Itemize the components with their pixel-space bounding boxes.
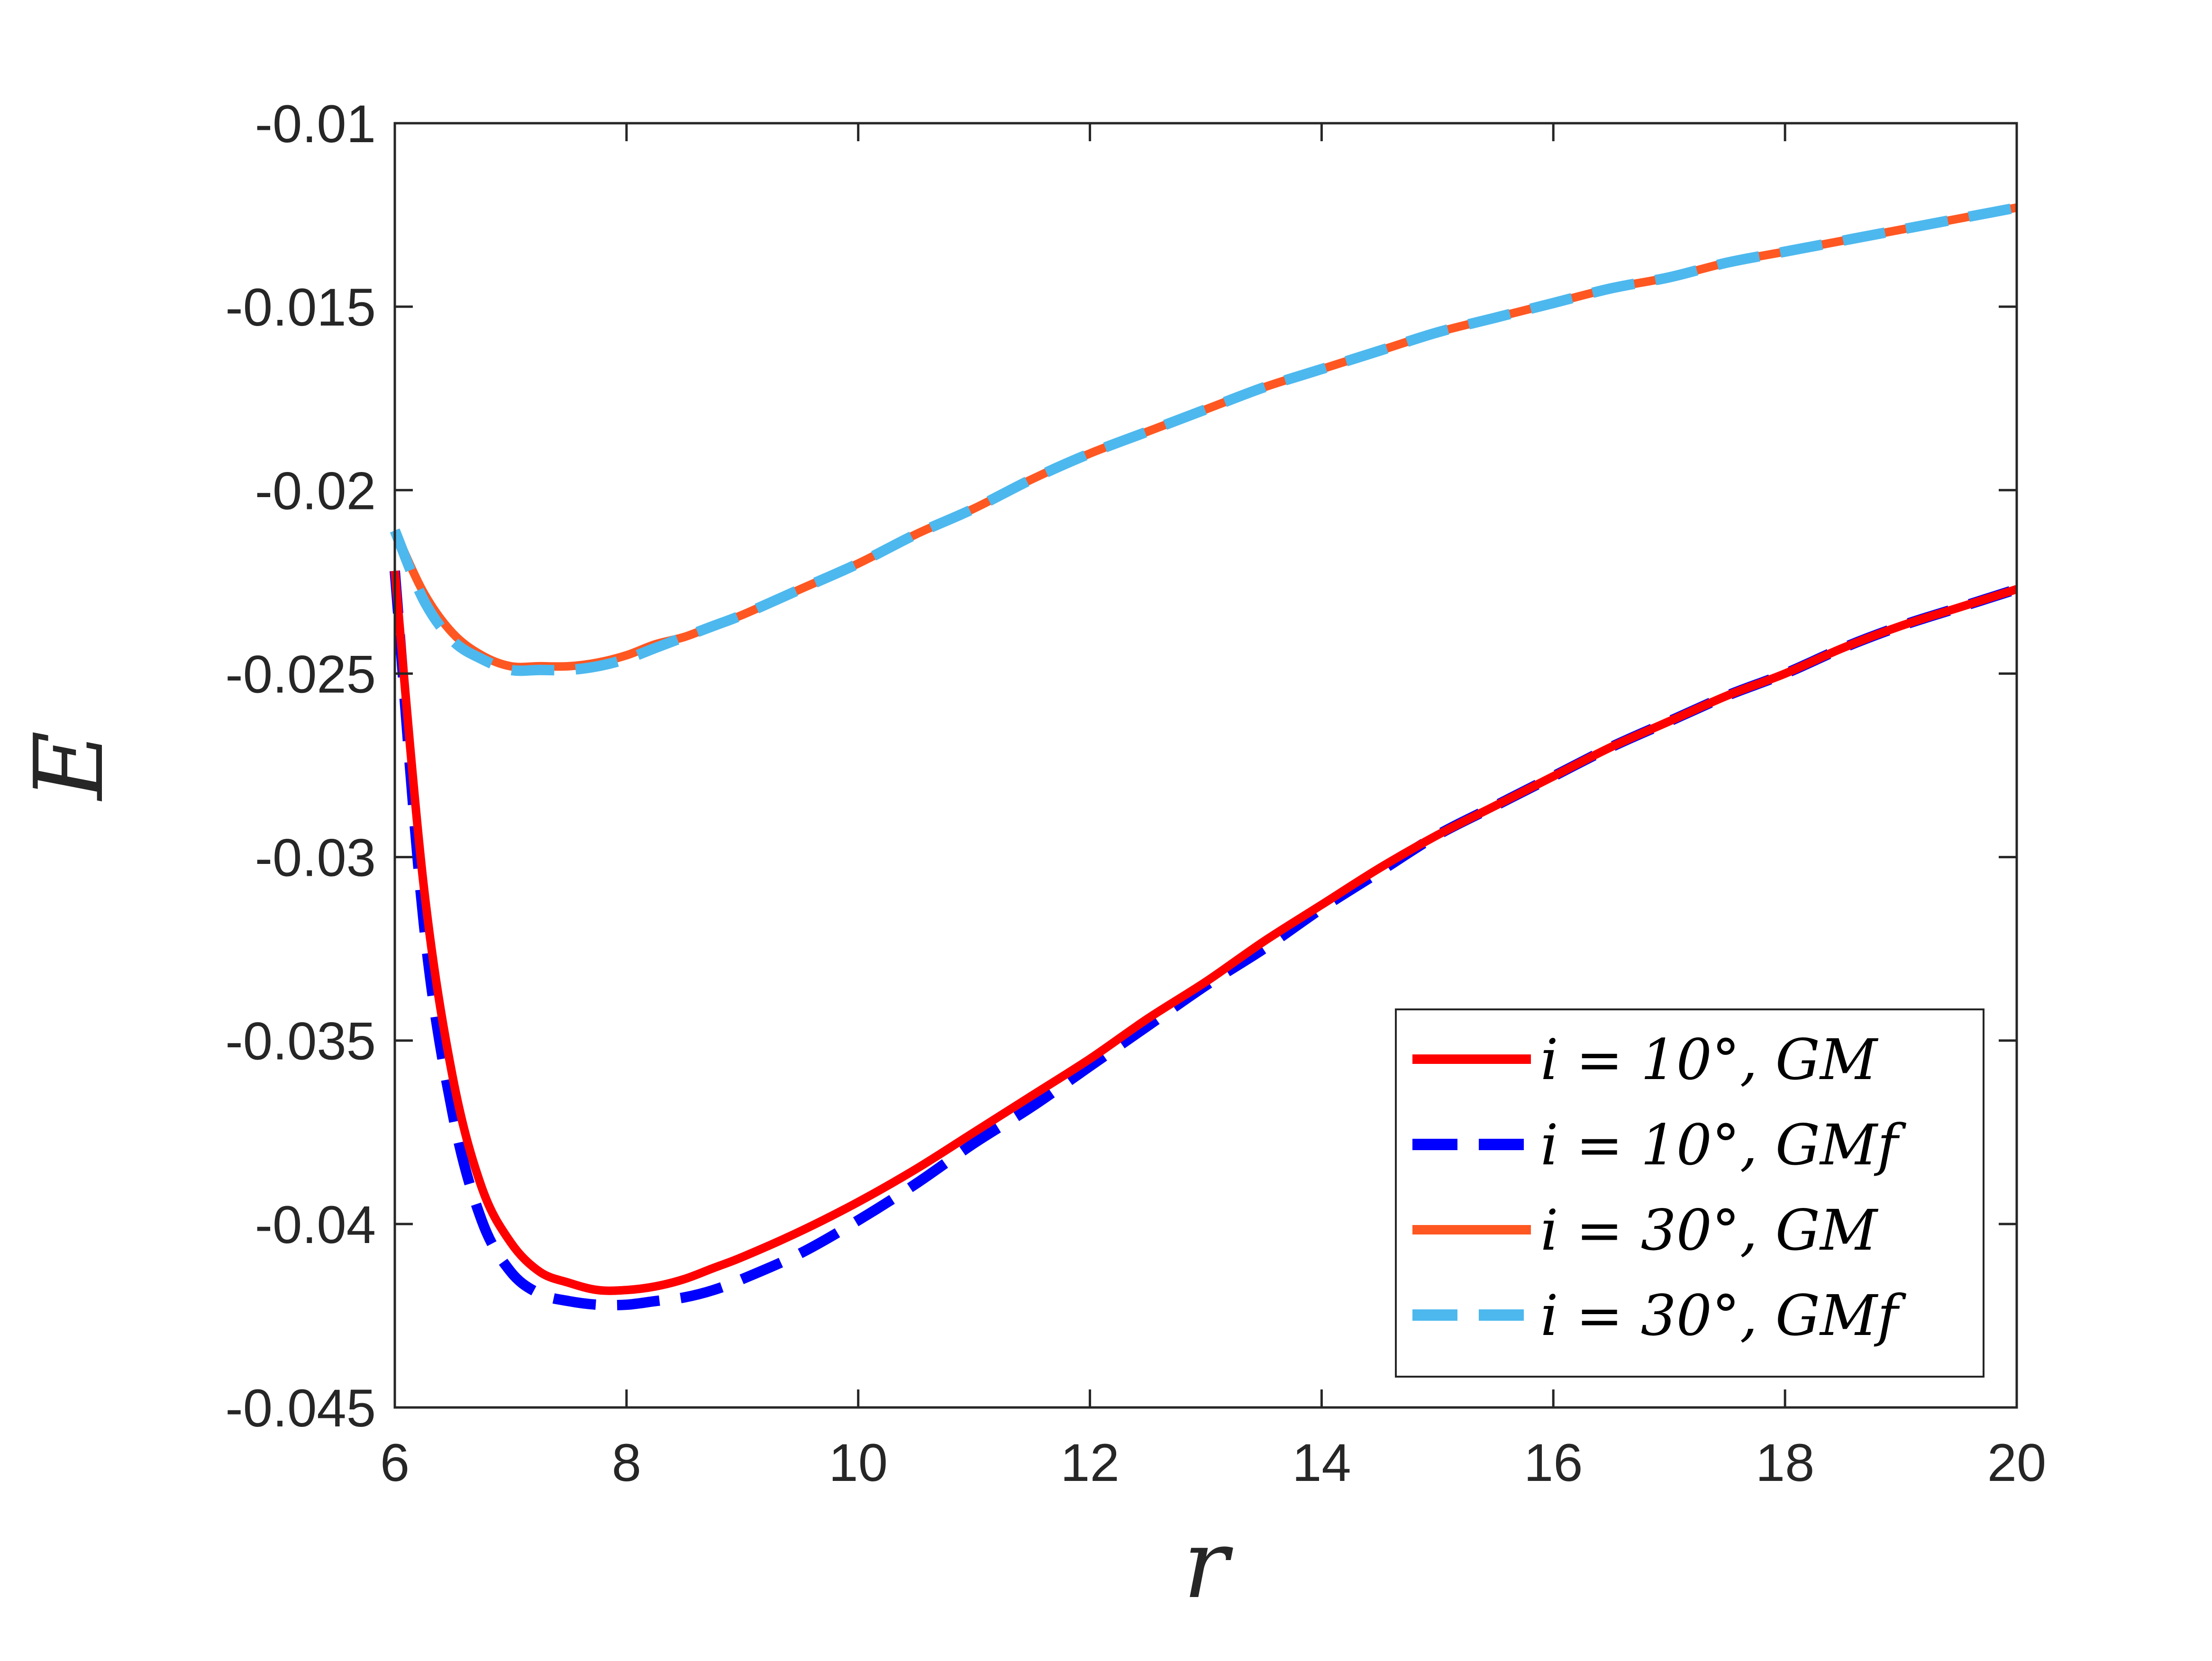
series-line-1 [391,570,2018,1295]
legend-label-3: i = 30°, GM [1540,1198,1879,1263]
y-tick-label: -0.025 [225,644,376,704]
y-tick-label: -0.03 [255,828,376,888]
x-tick-label: 12 [1060,1433,1120,1492]
plot-frame [393,122,2018,1409]
legend-label-2: i = 10°, GMf [1540,1112,1907,1178]
x-tick-label: 16 [1524,1433,1583,1492]
series-layer [390,202,2019,1311]
y-tick-label: -0.015 [225,278,376,337]
axes-layer: 6 8 10 12 14 16 18 20 -0.01 -0.015 -0.02 -0.025 -0.0… [14,94,2046,1620]
x-tick-label: 6 [380,1433,410,1492]
y-tick-label: -0.045 [225,1379,376,1438]
legend-label-4: i = 30°, GMf [1540,1283,1907,1348]
x-tick-label: 18 [1756,1433,1815,1492]
y-tick-label: -0.04 [255,1195,376,1254]
x-tick-label: 8 [612,1433,641,1492]
x-tick-label: 20 [1987,1433,2047,1492]
series-line-4 [390,202,2018,676]
x-tick-label: 14 [1292,1433,1351,1492]
y-axis-label: E [14,731,125,802]
y-tick-label: -0.02 [255,461,376,520]
y-tick-label: -0.01 [255,94,376,154]
legend: i = 10°, GM i = 10°, GMf i = 30°, GM i = 30… [1395,1008,1984,1378]
y-tick-label: -0.035 [225,1012,376,1071]
x-axis-label: r [1183,1509,1233,1620]
x-tick-label: 10 [828,1433,888,1492]
legend-label-1: i = 10°, GM [1540,1027,1879,1092]
